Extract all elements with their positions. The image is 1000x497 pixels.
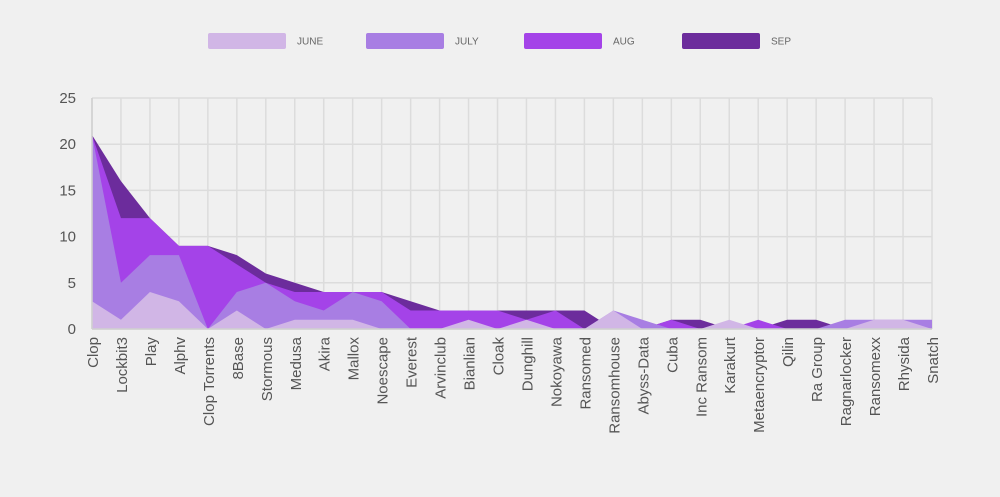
- x-tick-label-cloak: Cloak: [491, 337, 508, 376]
- x-tick-label-noescape: Noescape: [375, 337, 392, 405]
- legend-label: SEP: [771, 37, 791, 48]
- legend: JUNE JULY AUG SEP: [208, 33, 791, 49]
- x-tick-label-abyss-data: Abyss-Data: [635, 336, 652, 414]
- x-tick-label-everest: Everest: [404, 336, 421, 388]
- x-tick-label-arvinclub: Arvinclub: [433, 337, 450, 399]
- legend-label: JULY: [455, 37, 479, 48]
- x-tick-label-alphv: Alphv: [172, 337, 189, 375]
- legend-label: JUNE: [297, 37, 323, 48]
- x-axis-ticks: Clop Lockbit3 Play Alphv Clop Torrents 8Base S…: [85, 336, 942, 434]
- x-tick-label-clop-torrents: Clop Torrents: [201, 337, 218, 426]
- legend-swatch: [524, 33, 602, 49]
- x-tick-label-play: Play: [143, 337, 160, 367]
- y-tick-label: 0: [68, 321, 76, 338]
- x-tick-label-ransomed: Ransomed: [577, 337, 594, 410]
- y-tick-label: 15: [59, 182, 76, 199]
- x-tick-label-ransomhouse: Ransomhouse: [606, 337, 623, 434]
- y-tick-label: 5: [68, 275, 76, 292]
- x-tick-label-dunghill: Dunghill: [519, 337, 536, 391]
- series-area-june: [92, 292, 932, 329]
- x-tick-label-karakurt: Karakurt: [722, 336, 739, 394]
- x-tick-label-rhysida: Rhysida: [896, 336, 913, 391]
- x-tick-label-ra-group: Ra Group: [809, 337, 826, 402]
- legend-swatch: [366, 33, 444, 49]
- legend-swatch: [208, 33, 286, 49]
- legend-item-sep: SEP: [682, 33, 791, 49]
- series-areas: [92, 134, 932, 329]
- x-tick-label-clop: Clop: [85, 337, 102, 368]
- x-tick-label-cuba: Cuba: [664, 336, 681, 373]
- x-tick-label-snatch: Snatch: [925, 337, 942, 384]
- legend-item-july: JULY: [366, 33, 479, 49]
- legend-swatch: [682, 33, 760, 49]
- legend-item-june: JUNE: [208, 33, 323, 49]
- y-axis-ticks: 0 5 10 15 20 25: [59, 90, 76, 338]
- x-tick-label-mallox: Mallox: [346, 337, 363, 381]
- x-tick-label-qilin: Qilin: [780, 337, 797, 367]
- y-tick-label: 20: [59, 136, 76, 153]
- x-tick-label-ragnarlocker: Ragnarlocker: [838, 337, 855, 426]
- x-tick-label-metaencryptor: Metaencryptor: [751, 337, 768, 433]
- x-tick-label-lockbit3: Lockbit3: [114, 337, 131, 393]
- legend-label: AUG: [613, 37, 635, 48]
- x-tick-label-medusa: Medusa: [288, 336, 305, 390]
- x-tick-label-nokoyawa: Nokoyawa: [548, 336, 565, 407]
- x-tick-label-inc-ransom: Inc Ransom: [693, 337, 710, 417]
- x-tick-label-akira: Akira: [317, 336, 334, 371]
- y-tick-label: 25: [59, 90, 76, 107]
- x-tick-label-ransomexx: Ransomexx: [867, 337, 884, 417]
- series-area-aug: [92, 134, 932, 329]
- x-tick-label-bianlian: Bianlian: [462, 337, 479, 390]
- x-tick-label-8base: 8Base: [230, 337, 247, 380]
- legend-item-aug: AUG: [524, 33, 635, 49]
- y-tick-label: 10: [59, 229, 76, 246]
- x-tick-label-stormous: Stormous: [259, 337, 276, 401]
- axes: [91, 98, 932, 330]
